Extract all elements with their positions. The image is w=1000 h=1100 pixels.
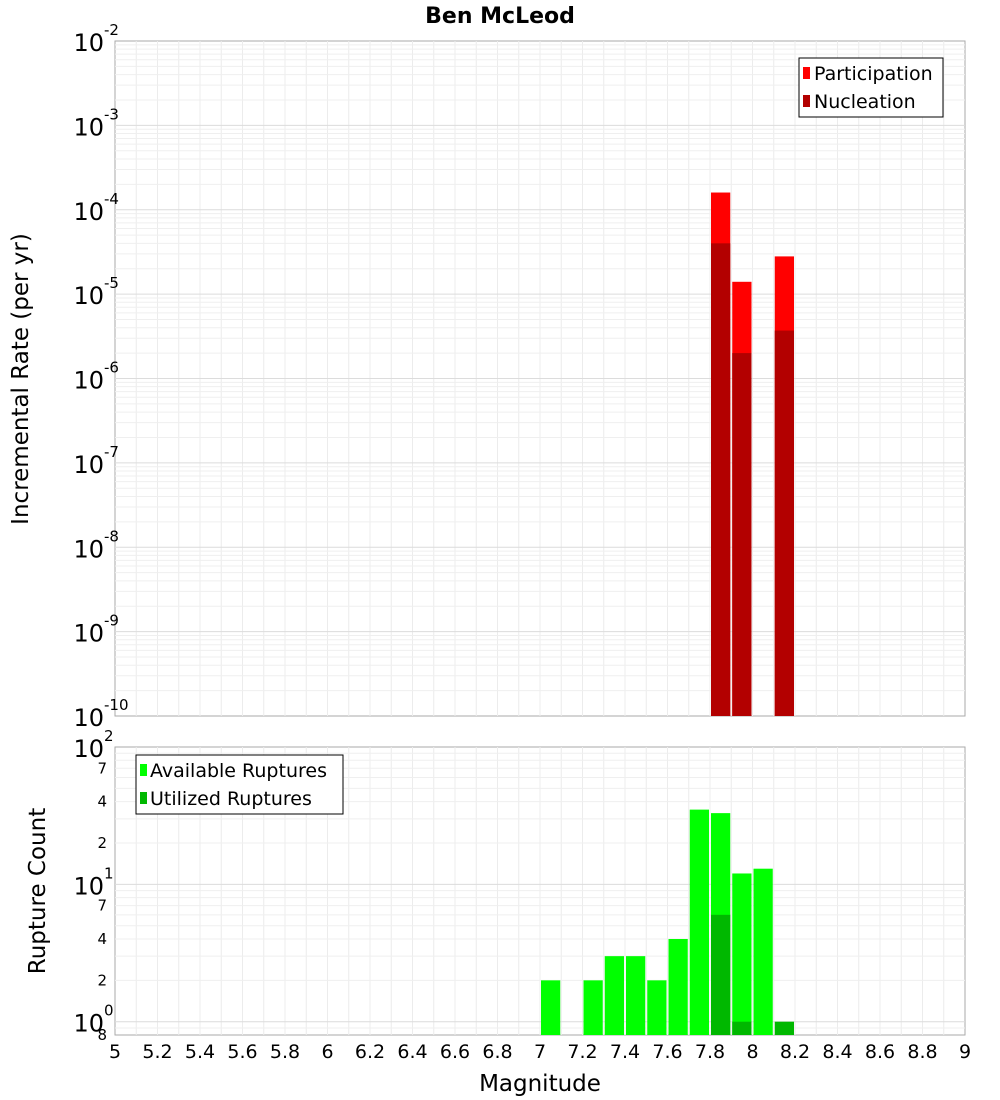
x-tick-label: 5.6 bbox=[227, 1041, 257, 1063]
rate-y-ticks: 10-210-310-410-510-610-710-810-910-10 bbox=[73, 21, 128, 732]
rate-bar-nucleation bbox=[732, 353, 752, 716]
x-tick-label: 6.2 bbox=[355, 1041, 385, 1063]
rate-legend-box bbox=[798, 57, 944, 118]
x-tick-label: 6.8 bbox=[482, 1041, 512, 1063]
count-bar-utilized-ruptures bbox=[711, 914, 731, 1035]
x-tick-label: 8.8 bbox=[907, 1041, 937, 1063]
x-tick-label: 8.2 bbox=[780, 1041, 810, 1063]
count-ytick-exponent: 0 bbox=[104, 1002, 114, 1020]
x-axis-ticks: 5 5.2 5.4 5.6 5.8 6 6.2 6.4 6.6 6.8 7 7.2 7.4 7.6 7.8 8… bbox=[109, 1041, 971, 1063]
rate-ytick-exponent: -7 bbox=[104, 443, 119, 461]
rate-ytick-base: 10 bbox=[73, 451, 104, 479]
available-legend-label: Available Ruptures bbox=[150, 760, 327, 782]
rate-ytick-base: 10 bbox=[73, 113, 104, 141]
count-bar-available-ruptures bbox=[604, 956, 624, 1035]
nucleation-legend-label: Nucleation bbox=[814, 91, 916, 113]
x-tick-label: 9 bbox=[959, 1041, 971, 1063]
count-y-axis-label: Rupture Count bbox=[25, 808, 51, 974]
rate-ytick-exponent: -4 bbox=[104, 190, 119, 208]
count-ytick-exponent: 2 bbox=[104, 727, 114, 745]
rate-ytick-exponent: -9 bbox=[104, 612, 119, 630]
x-tick-label: 5.4 bbox=[185, 1041, 215, 1063]
count-bar-available-ruptures bbox=[753, 868, 773, 1035]
rate-gridlines bbox=[115, 41, 965, 716]
x-tick-label: 6 bbox=[321, 1041, 333, 1063]
x-tick-label: 7 bbox=[534, 1041, 546, 1063]
x-tick-label: 6.6 bbox=[440, 1041, 470, 1063]
rate-panel: 10-210-310-410-510-610-710-810-910-10 In… bbox=[8, 21, 966, 732]
rate-ytick-exponent: -3 bbox=[104, 105, 119, 123]
rate-ytick-base: 10 bbox=[73, 367, 104, 395]
count-bar-available-ruptures bbox=[541, 980, 561, 1035]
count-bar-available-ruptures bbox=[583, 980, 603, 1035]
count-bar-available-ruptures bbox=[647, 980, 667, 1035]
count-bars bbox=[541, 809, 794, 1035]
count-ytick-base: 10 bbox=[73, 872, 104, 900]
count-bar-available-ruptures bbox=[732, 873, 752, 1035]
count-legend-box bbox=[135, 754, 344, 815]
x-tick-label: 5.8 bbox=[270, 1041, 300, 1063]
count-ytick-minor: 2 bbox=[97, 971, 107, 989]
count-ytick-exponent: 1 bbox=[104, 864, 114, 882]
rate-ytick-base: 10 bbox=[73, 535, 104, 563]
count-bar-available-ruptures bbox=[626, 956, 646, 1035]
count-ytick-minor: 7 bbox=[97, 897, 107, 915]
x-tick-label: 8 bbox=[746, 1041, 758, 1063]
count-ytick-minor: 2 bbox=[97, 834, 107, 852]
x-tick-label: 5 bbox=[109, 1041, 121, 1063]
utilized-legend-label: Utilized Ruptures bbox=[150, 788, 312, 810]
x-tick-label: 7.8 bbox=[695, 1041, 725, 1063]
rate-bar-nucleation bbox=[711, 243, 731, 717]
x-tick-label: 6.4 bbox=[397, 1041, 427, 1063]
count-ytick-base: 10 bbox=[73, 735, 104, 763]
rate-ytick-exponent: -10 bbox=[104, 696, 129, 714]
nucleation-legend-swatch bbox=[803, 95, 810, 107]
x-tick-label: 7.2 bbox=[567, 1041, 597, 1063]
rate-ytick-base: 10 bbox=[73, 704, 104, 732]
rate-ytick-base: 10 bbox=[73, 198, 104, 226]
count-ytick-minor: 8 bbox=[97, 1026, 107, 1044]
participation-legend-swatch bbox=[803, 67, 810, 79]
rate-ytick-exponent: -8 bbox=[104, 527, 119, 545]
count-bar-available-ruptures bbox=[689, 809, 709, 1035]
count-bar-utilized-ruptures bbox=[774, 1021, 794, 1035]
x-tick-label: 7.4 bbox=[610, 1041, 640, 1063]
x-axis-label: Magnitude bbox=[479, 1071, 601, 1097]
x-tick-label: 7.6 bbox=[652, 1041, 682, 1063]
count-ytick-minor: 7 bbox=[97, 759, 107, 777]
rate-ytick-exponent: -5 bbox=[104, 274, 119, 292]
rate-ytick-base: 10 bbox=[73, 620, 104, 648]
x-tick-label: 8.6 bbox=[865, 1041, 895, 1063]
x-tick-label: 8.4 bbox=[822, 1041, 852, 1063]
count-legend: Available Ruptures Utilized Ruptures bbox=[135, 754, 344, 815]
x-tick-label: 5.2 bbox=[142, 1041, 172, 1063]
count-gridlines bbox=[115, 747, 965, 1035]
available-legend-swatch bbox=[140, 764, 147, 776]
rate-bars bbox=[711, 192, 794, 717]
count-ytick-minor: 4 bbox=[97, 930, 107, 948]
rate-ytick-base: 10 bbox=[73, 282, 104, 310]
rate-y-axis-label: Incremental Rate (per yr) bbox=[8, 233, 34, 525]
rate-ytick-exponent: -2 bbox=[104, 21, 119, 39]
count-bar-utilized-ruptures bbox=[732, 1021, 752, 1035]
rate-bar-nucleation bbox=[774, 330, 794, 716]
rate-legend: Participation Nucleation bbox=[798, 57, 944, 118]
chart-title: Ben McLeod bbox=[425, 4, 575, 29]
count-ytick-base: 10 bbox=[73, 1010, 104, 1038]
count-bar-available-ruptures bbox=[668, 939, 688, 1035]
utilized-legend-swatch bbox=[140, 792, 147, 804]
participation-legend-label: Participation bbox=[814, 63, 933, 85]
rate-ytick-exponent: -6 bbox=[104, 359, 119, 377]
count-ytick-minor: 4 bbox=[97, 793, 107, 811]
rate-ytick-base: 10 bbox=[73, 29, 104, 57]
